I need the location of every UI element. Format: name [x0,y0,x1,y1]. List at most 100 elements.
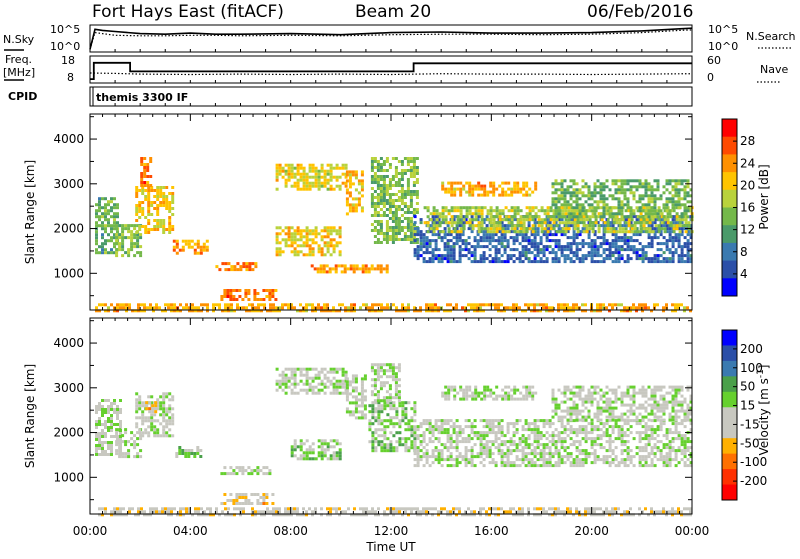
nave-tick-top: 60 [707,54,721,67]
heat-cell [558,200,561,203]
heat-cell [279,164,282,167]
heat-cell [95,224,98,227]
heat-cell [119,420,122,423]
heat-cell [470,306,473,309]
heat-cell [621,212,624,215]
power-colorbar-swatch-0 [722,119,737,137]
heat-cell [268,292,271,295]
heat-cell [345,374,348,377]
heat-region-4 [175,446,202,458]
heat-cell [171,395,174,398]
heat-cell [291,383,294,386]
heat-cell [535,215,538,218]
heat-cell [645,185,648,188]
heat-cell [534,428,537,431]
heat-cell [309,377,312,380]
heat-cell [398,190,401,193]
heat-cell [558,215,561,218]
heat-cell [110,402,113,405]
heat-cell [586,224,589,227]
heat-cell [613,218,616,221]
heat-cell [492,452,495,455]
heat-cell [124,224,127,227]
heat-cell [389,404,392,407]
heat-cell [380,387,383,390]
heat-cell [433,224,436,227]
heat-cell [483,458,486,461]
heat-cell [110,453,113,456]
heat-cell [501,260,504,263]
heat-cell [107,224,110,227]
heat-cell [522,236,525,239]
heat-cell [247,502,250,505]
heat-cell [525,458,528,461]
heat-cell [580,218,583,221]
heat-cell [546,236,549,239]
heat-cell [425,306,428,309]
heat-cell [468,437,471,440]
heat-cell [355,176,358,179]
heat-cell [386,449,389,452]
heat-cell [374,410,377,413]
heat-cell [321,238,324,241]
heat-cell [355,173,358,176]
station-title: Fort Hays East (fitACF) [92,2,284,22]
heat-cell [441,425,444,428]
heat-cell [404,196,407,199]
heat-cell [171,434,174,437]
heat-cell [678,188,681,191]
heat-cell [588,254,591,257]
heat-cell [253,295,256,298]
heat-cell [398,232,401,235]
heat-cell [147,198,150,201]
heat-cell [107,444,110,447]
heat-cell [445,221,448,224]
heat-cell [165,422,168,425]
heat-cell [507,428,510,431]
heat-cell [612,233,615,236]
heat-cell [537,425,540,428]
heat-cell [173,306,176,309]
heat-cell [414,443,417,446]
heat-cell [672,257,675,260]
heat-cell [410,235,413,238]
heat-cell [344,306,347,309]
heat-cell [371,214,374,217]
heat-cell [564,206,567,209]
power-colorbar-swatch-9 [722,278,737,296]
heat-cell [358,398,361,401]
heat-cell [598,230,601,233]
heat-cell [300,371,303,374]
heat-cell [371,366,374,369]
heat-cell [101,450,104,453]
heat-cell [582,209,585,212]
heat-cell [141,210,144,213]
heat-cell [597,185,600,188]
heat-cell [519,251,522,254]
heat-cell [492,257,495,260]
heat-cell [352,206,355,209]
heat-cell [410,241,413,244]
heat-cell [534,242,537,245]
heat-cell [130,437,133,440]
heat-cell [561,215,564,218]
heat-cell [654,215,657,218]
heat-cell [274,289,277,292]
heat-cell [386,190,389,193]
heat-cell [475,218,478,221]
heat-cell [651,197,654,200]
heat-cell [349,401,352,404]
heat-cell [453,188,456,191]
heat-cell [416,190,419,193]
heat-cell [436,224,439,227]
heat-cell [450,191,453,194]
heat-cell [459,245,462,248]
heat-cell [582,245,585,248]
heat-cell [498,419,501,422]
heat-cell [666,245,669,248]
heat-cell [487,230,490,233]
heat-cell [546,239,549,242]
heat-cell [552,248,555,251]
heat-cell [568,221,571,224]
heat-cell [591,260,594,263]
